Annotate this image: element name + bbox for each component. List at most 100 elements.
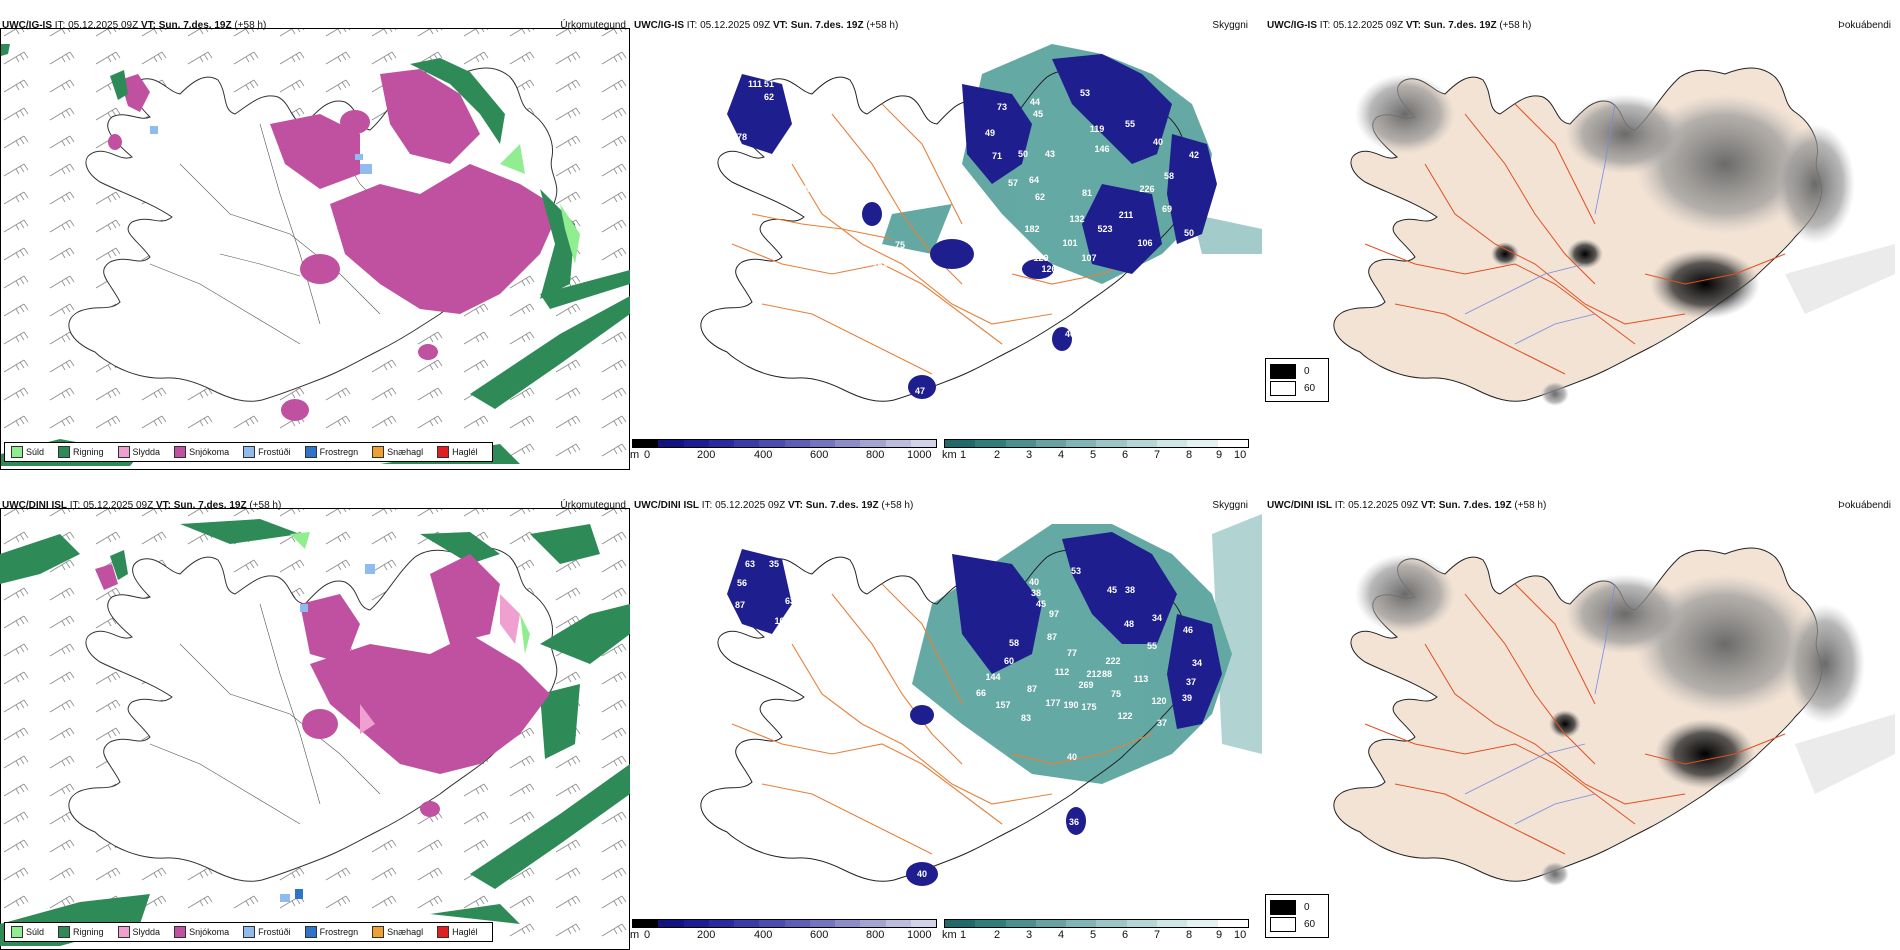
svg-text:44: 44 [1030, 97, 1040, 107]
visibility-colorbar-step-7 [1157, 920, 1188, 927]
cloud-base-labels: 53 44 45 119 55 146 40 42 73 49 71 50 43… [737, 79, 1199, 396]
fog-map [1333, 67, 1895, 406]
visibility-colorbar-step-6 [1126, 440, 1158, 447]
svg-text:58: 58 [1164, 171, 1174, 181]
svg-text:190: 190 [1063, 700, 1078, 710]
svg-text:126: 126 [1041, 264, 1056, 274]
svg-text:97: 97 [1049, 609, 1059, 619]
svg-text:38: 38 [1031, 588, 1041, 598]
svg-text:104: 104 [788, 194, 803, 204]
svg-text:40: 40 [1153, 137, 1163, 147]
cloud-base-colorbar-step-9 [860, 920, 886, 927]
visibility-colorbar: km 1 2 3 4 5 6 7 8 9 10 [942, 919, 1249, 942]
svg-text:62: 62 [764, 92, 774, 102]
svg-text:53: 53 [1080, 88, 1090, 98]
legend-snow: Snjókoma [174, 446, 229, 458]
visibility-colorbar-step-0 [945, 440, 976, 447]
panel-title: Úrkomutegund [560, 20, 626, 31]
svg-text:35: 35 [769, 559, 779, 569]
svg-text:182: 182 [1024, 224, 1039, 234]
precip-type-legend: Súld Rigning Slydda Snjókoma Frostúði Fr… [4, 922, 493, 942]
panel-title: Skyggni [1212, 500, 1248, 511]
svg-text:37: 37 [1157, 718, 1167, 728]
svg-text:212: 212 [1086, 669, 1101, 679]
svg-text:55: 55 [1125, 119, 1135, 129]
svg-text:40: 40 [1065, 329, 1075, 339]
visibility-colorbar-step-8 [1187, 440, 1218, 447]
drizzle-areas [290, 532, 530, 654]
svg-text:77: 77 [895, 714, 905, 724]
legend-snow-pellets: Snæhagl [372, 446, 423, 458]
panel-header: UWC/DINI ISL IT: 05.12.2025 09Z VT: Sun.… [634, 500, 1248, 511]
precip-type-panel-ig: UWC/IG-IS IT: 05.12.2025 09Z VT: Sun. 7.… [0, 14, 630, 470]
svg-text:222: 222 [1105, 656, 1120, 666]
svg-text:47: 47 [915, 386, 925, 396]
visibility-colorbar-step-2 [1005, 440, 1036, 447]
snow-areas [95, 554, 550, 817]
svg-text:269: 269 [1078, 680, 1093, 690]
svg-text:43: 43 [1159, 277, 1169, 287]
visibility-colorbar-step-0 [945, 920, 976, 927]
cloud-base-colorbar-step-9 [860, 440, 886, 447]
freezing-drizzle-areas [280, 564, 375, 902]
svg-text:53: 53 [1071, 566, 1081, 576]
svg-text:523: 523 [1097, 224, 1112, 234]
svg-text:87: 87 [735, 600, 745, 610]
svg-text:120: 120 [1151, 696, 1166, 706]
svg-text:55: 55 [1147, 641, 1157, 651]
panel-title: Skyggni [1212, 20, 1248, 31]
panel-header: UWC/DINI ISL IT: 05.12.2025 09Z VT: Sun.… [2, 500, 626, 511]
svg-text:177: 177 [1045, 698, 1060, 708]
panel-header: UWC/IG-IS IT: 05.12.2025 09Z VT: Sun. 7.… [634, 20, 1248, 31]
visibility-colorbar: km 1 2 3 4 5 6 7 8 9 10 [942, 439, 1249, 462]
svg-text:23: 23 [772, 152, 782, 162]
svg-text:175: 175 [1081, 702, 1096, 712]
svg-text:132: 132 [1069, 214, 1084, 224]
cloud-base-colorbar-step-5 [759, 920, 785, 927]
legend-drizzle: Súld [11, 926, 44, 938]
precip-map [1, 29, 630, 466]
svg-text:87: 87 [1047, 632, 1057, 642]
svg-text:66: 66 [976, 688, 986, 698]
fog-panel-ig: UWC/IG-IS IT: 05.12.2025 09Z VT: Sun. 7.… [1265, 14, 1895, 466]
svg-text:87: 87 [1027, 684, 1037, 694]
svg-text:109: 109 [774, 616, 789, 626]
cloud-base-colorbar-step-2 [683, 920, 709, 927]
svg-text:36: 36 [1069, 817, 1079, 827]
legend-freezing-drizzle: Frostúði [243, 446, 291, 458]
rivers [1464, 583, 1616, 825]
fog-map [1333, 547, 1895, 886]
svg-text:107: 107 [1081, 253, 1096, 263]
svg-text:43: 43 [1045, 149, 1055, 159]
fog-shading [1355, 554, 1895, 886]
legend-rain: Rigning [58, 446, 104, 458]
legend-sleet: Slydda [117, 926, 160, 938]
rain-areas [0, 519, 630, 946]
visibility-colorbar-step-3 [1035, 440, 1067, 447]
legend-hail: Haglél [437, 446, 478, 458]
svg-text:42: 42 [1189, 150, 1199, 160]
freezing-drizzle-areas [150, 126, 372, 174]
cloud-base-colorbar-step-8 [835, 440, 861, 447]
svg-text:119: 119 [1090, 124, 1105, 134]
svg-text:62: 62 [1035, 192, 1045, 202]
svg-text:113: 113 [1134, 674, 1149, 684]
legend-freezing-rain: Frostregn [304, 446, 358, 458]
panel-header: UWC/IG-IS IT: 05.12.2025 09Z VT: Sun. 7.… [2, 20, 626, 31]
svg-text:34: 34 [1192, 658, 1202, 668]
visibility-colorbar-step-3 [1035, 920, 1067, 927]
precip-type-legend: Súld Rigning Slydda Snjókoma Frostúði Fr… [4, 442, 493, 462]
svg-text:46: 46 [1183, 625, 1193, 635]
fog-legend-low: 0 [1270, 364, 1324, 379]
svg-text:81: 81 [1082, 188, 1092, 198]
panel-title: Þokuábendi [1838, 20, 1891, 31]
cloud-base-colorbar-step-5 [759, 440, 785, 447]
cloud-base-colorbar-step-3 [708, 920, 734, 927]
visibility-colorbar-step-5 [1096, 440, 1127, 447]
panel-title: Úrkomutegund [560, 500, 626, 511]
cloud-base-colorbar: m 0 200 400 600 800 1000 [630, 919, 937, 942]
svg-text:10: 10 [1144, 293, 1154, 303]
fog-legend: 0 60 [1265, 894, 1329, 938]
svg-text:56: 56 [737, 578, 747, 588]
svg-text:63: 63 [785, 596, 795, 606]
